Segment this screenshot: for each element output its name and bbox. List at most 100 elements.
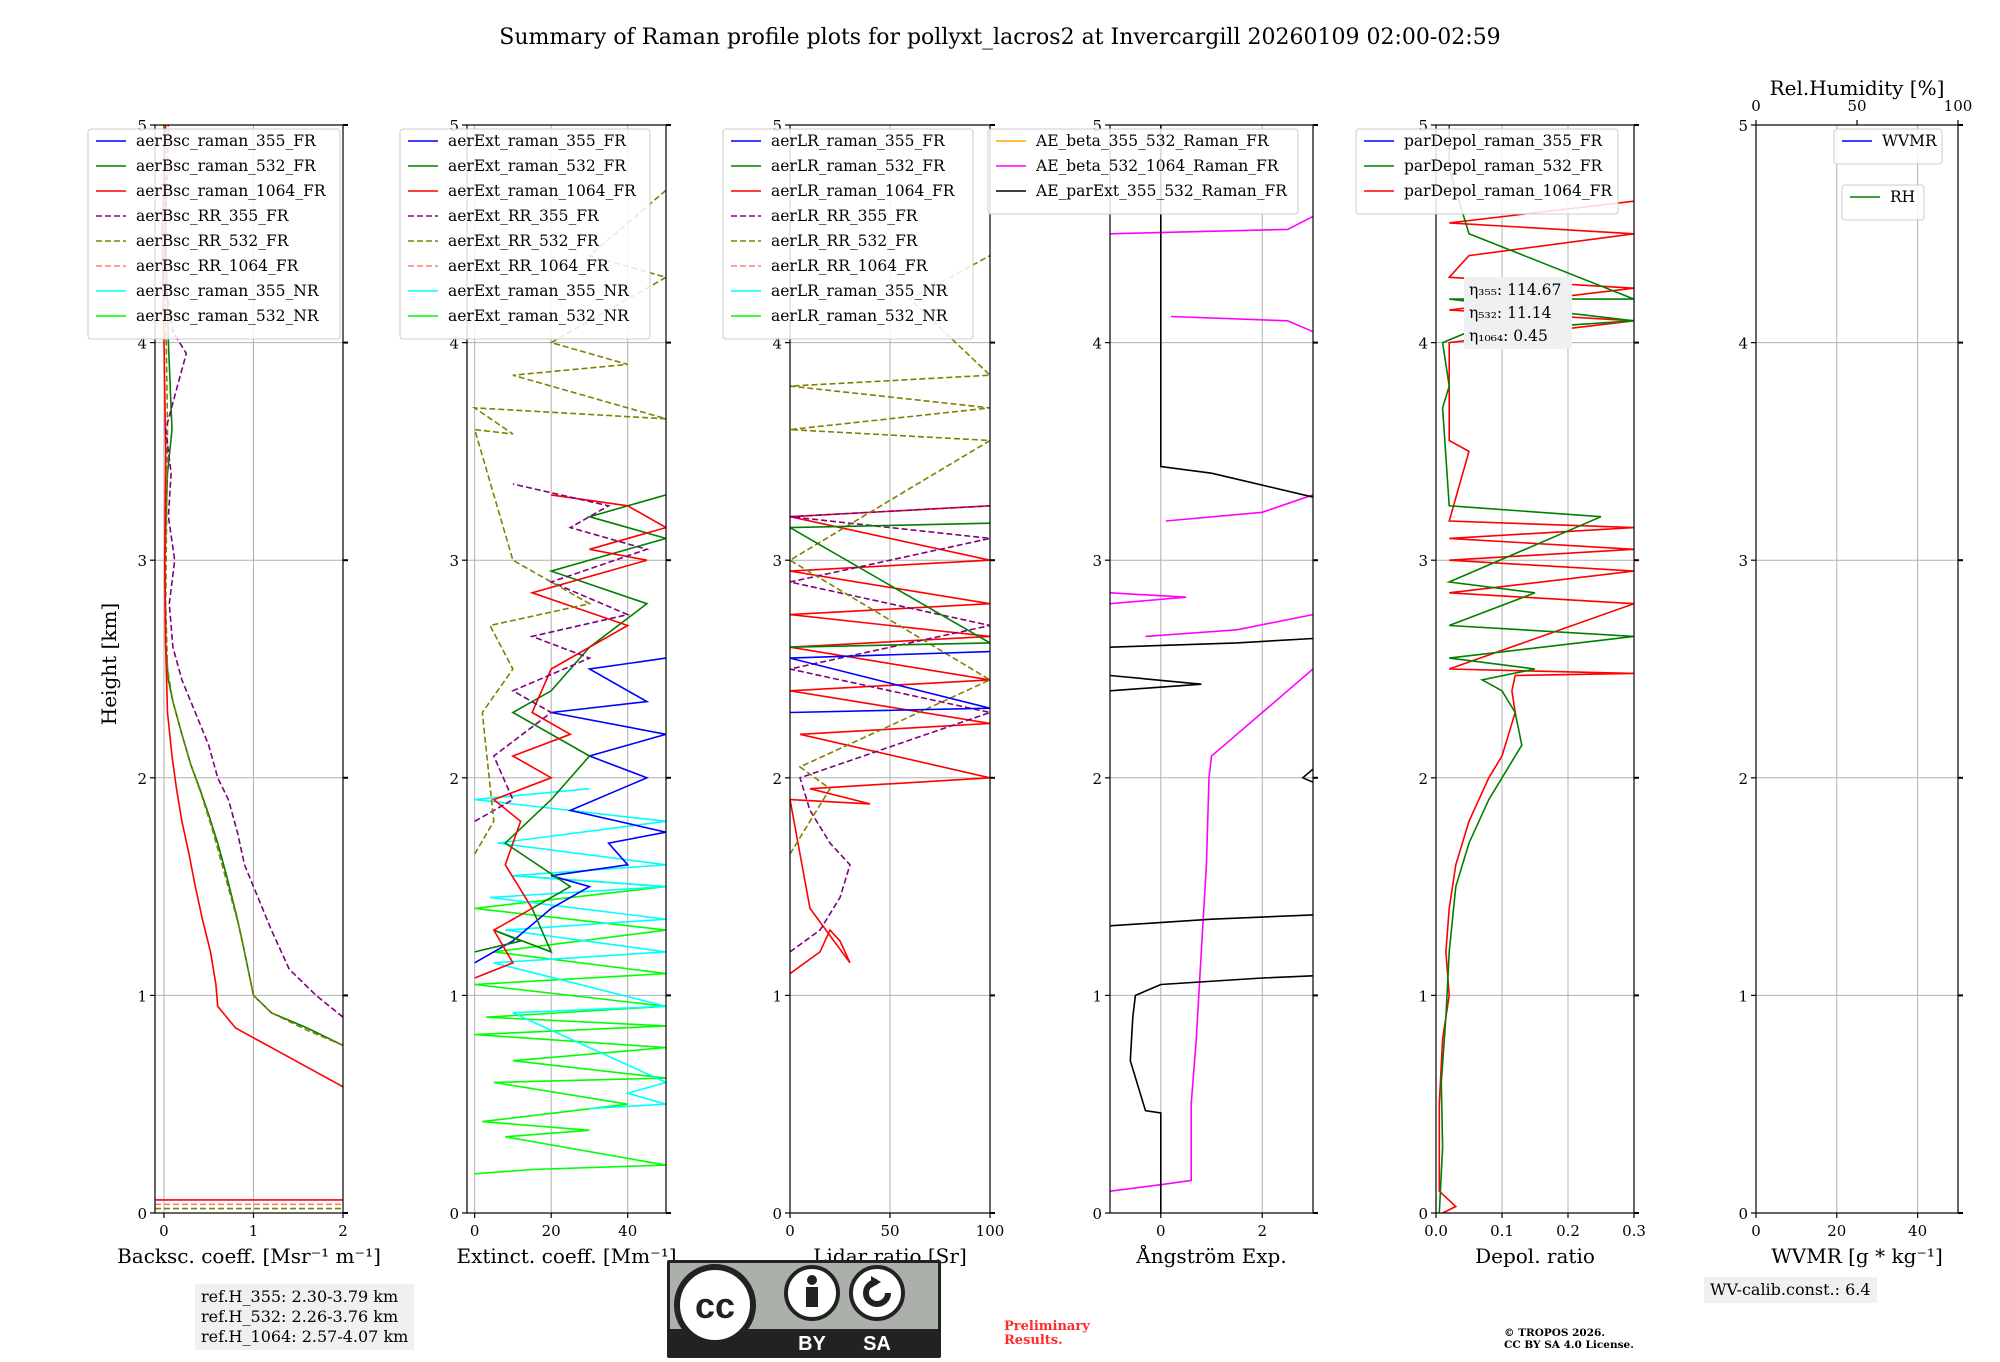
legend-entry: aerBsc_raman_532_NR (136, 307, 320, 325)
y-tick-label: 0 (1418, 1205, 1428, 1223)
series-line-aerLR_raman_355_FR (790, 650, 990, 714)
cc-text: cc (695, 1285, 735, 1326)
y-tick-label: 4 (1092, 335, 1102, 353)
panel-4: 0 1 2 3 4 5 0 2 Ångström Exp. AE_beta_355_532_Ram… (987, 117, 1318, 1268)
x-tick-label: 0 (785, 1222, 795, 1240)
series-line-AE_beta_532_1064_Raman_FR (1165, 494, 1313, 522)
series-group (155, 125, 343, 1210)
legend-entry: AE_parExt_355_532_Raman_FR (1035, 182, 1288, 200)
series-line-aerBsc_RR_355_FR (163, 125, 343, 1018)
y-tick-label: 1 (137, 987, 147, 1005)
x-tick-label: 0 (1751, 1222, 1761, 1240)
legend (1355, 128, 1619, 215)
x-tick-label: 1 (249, 1222, 259, 1240)
legend-entry: parDepol_raman_1064_FR (1404, 182, 1613, 200)
y-tick-label: 0 (1092, 1205, 1102, 1223)
y-tick-label: 5 (772, 117, 782, 135)
axes-frame (1109, 124, 1314, 1214)
y-tick-label: 3 (1418, 552, 1428, 570)
y-tick-label: 5 (137, 117, 147, 135)
eta-annotation-box (1464, 277, 1572, 349)
series-line-AE_beta_532_1064_Raman_FR (1110, 668, 1313, 1192)
y-tick-label: 4 (772, 335, 782, 353)
legend-entry: aerLR_raman_355_FR (771, 132, 946, 150)
y-tick-label: 3 (1738, 552, 1748, 570)
legend-entry: RH (1890, 188, 1915, 206)
legend-entry: aerExt_raman_1064_FR (448, 182, 637, 200)
legend-entry: aerExt_RR_355_FR (448, 207, 600, 225)
y-tick-label: 3 (1092, 552, 1102, 570)
x-tick-label: 0.3 (1622, 1222, 1646, 1240)
reference-height-box: ref.H_355: 2.30-3.79 km ref.H_532: 2.26-… (195, 1284, 415, 1350)
ref-height-1064: ref.H_1064: 2.57-4.07 km (201, 1327, 409, 1346)
legend-entry: aerLR_RR_532_FR (771, 232, 919, 250)
series-line-aerLR_RR_532_FR (790, 254, 990, 855)
eta-annotation: η₁₀₆₄: 0.45 (1469, 327, 1548, 345)
legend (399, 128, 651, 340)
top-x-tick-label: 100 (1944, 97, 1973, 115)
y-tick-label: 4 (137, 335, 147, 353)
y-tick-label: 2 (449, 770, 459, 788)
legend (87, 128, 341, 340)
legend-entry: aerLR_raman_532_NR (771, 307, 949, 325)
x-tick-label: 20 (1827, 1222, 1846, 1240)
series-line-AE_parExt_355_532_Raman_FR (1110, 637, 1313, 648)
series-line-aerExt_raman_355_FR (474, 657, 666, 964)
x-tick-label: 2 (338, 1222, 348, 1240)
series-line-AE_parExt_355_532_Raman_FR (1301, 768, 1313, 783)
series-line-parDepol_raman_1064_FR (1438, 200, 1634, 1213)
legend-entry: aerBsc_raman_355_NR (136, 282, 320, 300)
legend-entry: aerExt_raman_355_NR (448, 282, 630, 300)
y-tick-label: 5 (449, 117, 459, 135)
y-tick-label: 2 (772, 770, 782, 788)
top-x-tick-label: 50 (1847, 97, 1866, 115)
cc-by-sa-license-badge: cc BY SA (667, 1260, 941, 1358)
legend-entry: aerLR_raman_355_NR (771, 282, 949, 300)
series-group (1438, 125, 1634, 1213)
y-tick-label: 4 (449, 335, 459, 353)
x-tick-label: 0.2 (1556, 1222, 1580, 1240)
legend-entry: aerBsc_RR_532_FR (136, 232, 290, 250)
series-group (790, 254, 990, 975)
legend-entry: aerLR_RR_1064_FR (771, 257, 929, 275)
axes-frame (1755, 124, 1959, 1214)
x-axis-label: Ångström Exp. (1135, 1243, 1286, 1268)
series-line-AE_parExt_355_532_Raman_FR (1160, 125, 1313, 498)
x-tick-label: 40 (1908, 1222, 1927, 1240)
x-tick-label: 20 (542, 1222, 561, 1240)
axes-frame (154, 124, 344, 1214)
legend-entry: aerExt_raman_532_NR (448, 307, 630, 325)
sa-label: SA (863, 1333, 891, 1355)
eta-annotation: η₅₃₂: 11.14 (1469, 304, 1552, 322)
y-tick-label: 1 (772, 987, 782, 1005)
series-line-AE_parExt_355_532_Raman_FR (1129, 975, 1313, 1213)
axes-frame (1435, 124, 1635, 1214)
copyright-note: © TROPOS 2026. CC BY SA 4.0 License. (1504, 1327, 1634, 1351)
y-tick-label: 4 (1738, 335, 1748, 353)
series-line-aerLR_raman_532_FR (790, 522, 990, 648)
series-group (1110, 125, 1313, 1213)
x-axis-label: WVMR [g * kg⁻¹] (1771, 1244, 1943, 1268)
y-tick-label: 0 (772, 1205, 782, 1223)
series-line-AE_parExt_355_532_Raman_FR (1110, 914, 1313, 927)
y-tick-label: 0 (449, 1205, 459, 1223)
y-tick-label: 0 (1738, 1205, 1748, 1223)
series-line-aerBsc_RR_532_FR (163, 125, 343, 1047)
legend (722, 128, 974, 340)
series-line-AE_beta_532_1064_Raman_FR (1170, 315, 1313, 333)
legend-entry: aerLR_raman_532_FR (771, 157, 946, 175)
y-tick-label: 1 (1092, 987, 1102, 1005)
series-line-AE_beta_532_1064_Raman_FR (1110, 215, 1313, 235)
panel-5: 0 1 2 3 4 5 0.0 0.1 0.2 0.3 Depol. ratio parDepol_r… (1355, 117, 1646, 1268)
top-axis-label: Rel.Humidity [%] (1770, 76, 1945, 100)
legend-entry: aerBsc_RR_1064_FR (136, 257, 300, 275)
share-alike-icon (849, 1265, 905, 1321)
legend-entry: AE_beta_355_532_Raman_FR (1035, 132, 1270, 150)
axes-frame (466, 124, 667, 1214)
series-line-aerExt_RR_355_FR (474, 483, 650, 822)
x-tick-label: 2 (1257, 1222, 1267, 1240)
by-label: BY (798, 1333, 826, 1355)
y-tick-label: 5 (1738, 117, 1748, 135)
